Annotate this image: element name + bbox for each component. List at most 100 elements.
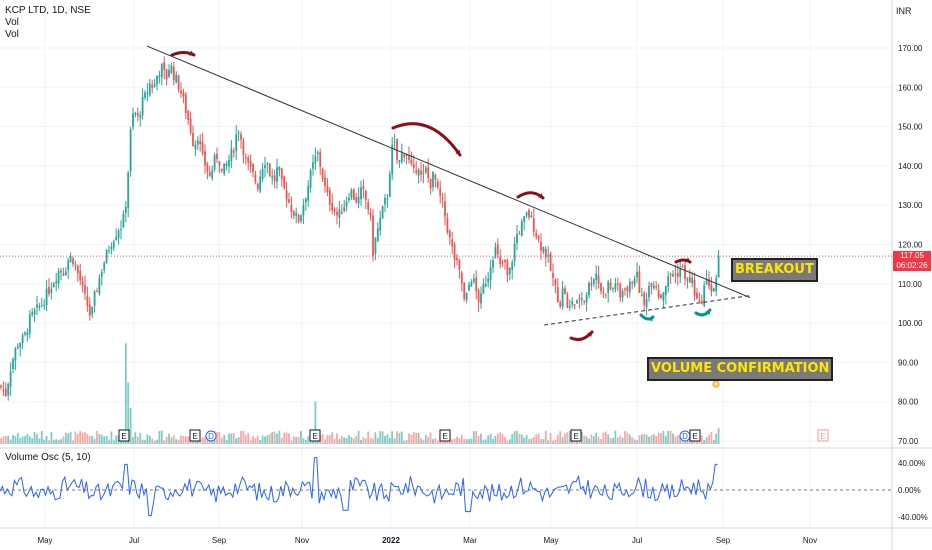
volume-bar (398, 432, 401, 444)
event-marker-e[interactable]: E (570, 429, 582, 442)
volume-bar (2, 436, 5, 444)
candle (633, 275, 636, 288)
volume-bar (523, 437, 526, 444)
candle (559, 299, 562, 309)
candle-body (192, 133, 194, 147)
volume-bar (38, 438, 41, 444)
candle (62, 267, 65, 277)
candle (516, 224, 518, 251)
volume-bar (405, 440, 408, 444)
candle (273, 169, 276, 189)
candle (98, 274, 101, 296)
volume-bar (372, 438, 374, 444)
candle (57, 268, 60, 289)
candle-body (4, 388, 7, 397)
volume-bar (715, 433, 718, 444)
volume-bar (9, 439, 12, 444)
candle (698, 292, 701, 303)
candle (523, 215, 526, 231)
volume-bar (321, 434, 324, 444)
candle (43, 299, 46, 311)
candle (537, 234, 540, 243)
breakout-annotation[interactable]: BREAKOUT (731, 258, 818, 282)
volume-bar (465, 439, 468, 444)
event-marker-d[interactable]: D (205, 430, 217, 442)
volume-bar (216, 432, 218, 444)
candle-body (218, 161, 221, 166)
candle-body (33, 310, 36, 315)
event-marker-e[interactable]: E (817, 429, 829, 442)
oscillator-legend[interactable]: Volume Osc (5, 10) (5, 452, 91, 463)
candle-body (657, 290, 660, 298)
symbol-title[interactable]: KCP LTD, 1D, NSE (5, 5, 91, 16)
volume-bar (535, 434, 538, 444)
event-marker-d[interactable]: D (679, 430, 691, 442)
volume-confirmation-annotation[interactable]: VOLUME CONFIRMATION (647, 357, 834, 381)
event-marker-e[interactable]: E (189, 429, 201, 442)
candle-body (364, 190, 367, 201)
volume-bar (84, 432, 86, 444)
candle (434, 173, 437, 188)
volume-bar (631, 437, 634, 444)
candle (223, 163, 226, 177)
candle-body (64, 271, 67, 276)
candle (412, 154, 415, 174)
volume-bar (542, 439, 545, 444)
time-tick-label: 2022 (382, 536, 400, 545)
candle (667, 271, 670, 293)
candle-body (717, 255, 720, 278)
volume-bar (132, 437, 134, 444)
candle-body (350, 190, 353, 198)
volume-bar (460, 434, 463, 444)
candle-body (345, 201, 348, 207)
candle (220, 168, 223, 173)
candle-body (266, 163, 269, 165)
volume-bar (304, 439, 307, 444)
volume-bar (686, 440, 689, 444)
candle-body (513, 243, 516, 261)
candle-body (614, 283, 617, 290)
volume-bar (261, 435, 264, 444)
volume-label-1[interactable]: Vol (5, 17, 19, 28)
candle-body (300, 214, 302, 222)
volume-bar (249, 440, 252, 444)
candle-body (57, 270, 60, 284)
candle (69, 252, 72, 263)
candle (146, 83, 149, 102)
volume-bar (590, 434, 593, 444)
candle-body (307, 185, 310, 201)
volume-label-2[interactable]: Vol (5, 29, 19, 40)
candle (376, 222, 379, 243)
event-marker-e[interactable]: E (689, 429, 701, 442)
event-marker-e[interactable]: E (118, 429, 130, 442)
candle-body (592, 279, 595, 284)
volume-bar (21, 436, 24, 444)
price-tick-label: 100.00 (898, 319, 923, 328)
candle-body (314, 156, 317, 164)
candle-body (139, 114, 142, 118)
candle (60, 267, 62, 281)
candle-body (331, 202, 334, 211)
volume-bar (408, 433, 410, 444)
candle-body (679, 268, 682, 277)
volume-bar (708, 434, 710, 444)
candle (261, 162, 264, 183)
volume-bar (218, 431, 221, 444)
volume-bar (297, 436, 300, 444)
earnings-marker-badge (439, 429, 451, 442)
volume-bar (160, 430, 163, 444)
candle-body (175, 74, 178, 83)
volume-bar (595, 432, 598, 444)
candle-body (26, 332, 29, 336)
candle-body (244, 156, 247, 158)
event-marker-e[interactable]: E (439, 429, 451, 442)
candle-body (319, 151, 322, 167)
candle-body (448, 231, 451, 238)
candle (31, 307, 34, 318)
candle (309, 168, 312, 193)
event-marker-e[interactable]: E (309, 429, 321, 442)
candle (211, 165, 214, 181)
candle-body (403, 154, 406, 158)
